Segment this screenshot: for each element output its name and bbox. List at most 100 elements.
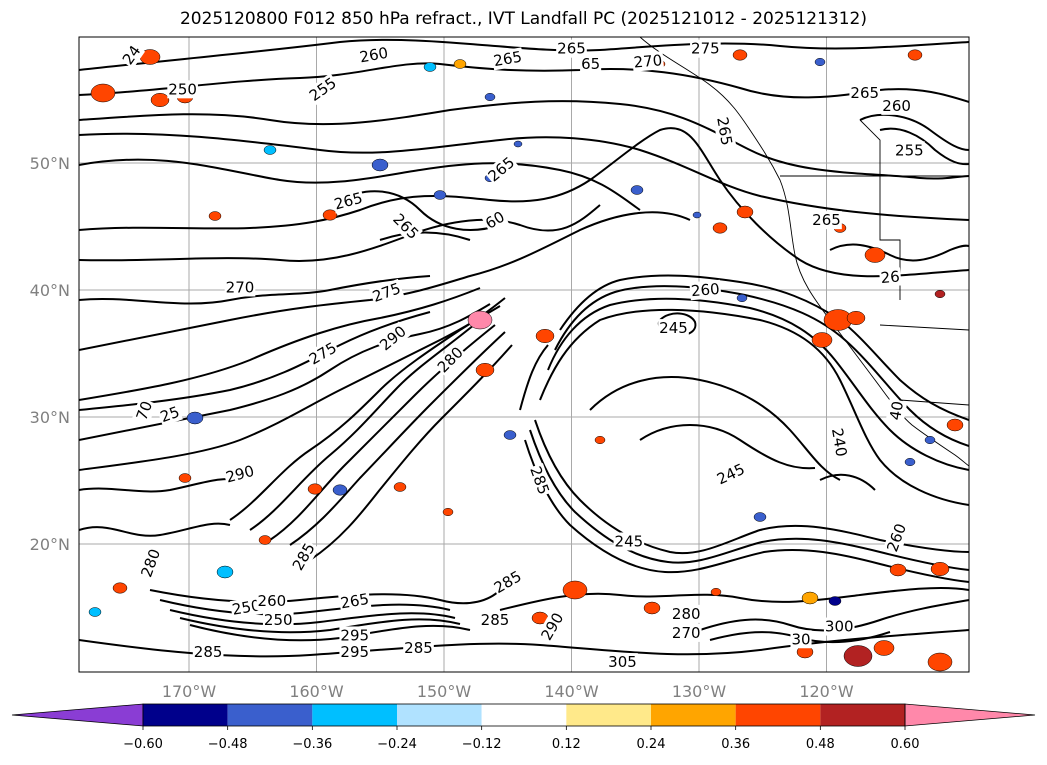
refractivity-blob xyxy=(475,363,495,377)
contour-line xyxy=(289,331,506,546)
gridlines xyxy=(79,37,969,672)
refractivity-blob xyxy=(801,591,819,605)
contour-line xyxy=(529,429,969,571)
contour-label: 305 xyxy=(608,653,637,671)
contour-label-bg xyxy=(885,398,908,423)
contour-label-bg xyxy=(403,639,434,658)
longitude-tick-label: 140°W xyxy=(544,682,599,701)
contour-label: 265 xyxy=(557,40,586,58)
colorbar: −0.60 −0.48 −0.36 −0.24 −0.12 0.12 0.24 0.36 0.4… xyxy=(11,703,1036,752)
refractivity-blob xyxy=(864,247,886,263)
colorbar-tick-label: −0.48 xyxy=(208,737,248,752)
refractivity-blob xyxy=(307,483,323,495)
contour-label: 40 xyxy=(886,400,907,422)
contour-label-bg xyxy=(556,39,587,58)
refractivity-blob xyxy=(846,311,866,325)
colorbar-tick-label: −0.60 xyxy=(123,737,163,752)
contour-label-bg xyxy=(479,611,511,630)
contour-label-bg xyxy=(690,39,721,58)
refractivity-blob xyxy=(503,430,517,440)
map-title: 2025120800 F012 850 hPa refract., IVT La… xyxy=(179,9,867,29)
contour-label-bg xyxy=(137,545,165,581)
contour-label-bg xyxy=(222,461,258,487)
contour-label-bg xyxy=(823,617,855,636)
latitude-tick-label: 30°N xyxy=(30,408,70,427)
contour-label: 300 xyxy=(825,618,854,636)
refractivity-blob xyxy=(178,473,192,483)
contour-label: 260 xyxy=(882,97,911,115)
latitude-tick-label: 20°N xyxy=(30,535,70,554)
refractivity-blob xyxy=(630,185,644,195)
contour-label: 265 xyxy=(713,116,736,147)
longitude-tick-label: 150°W xyxy=(417,682,472,701)
colorbar-segment xyxy=(227,704,313,726)
refractivity-blob xyxy=(736,294,748,302)
contour-label: 30 xyxy=(791,630,810,648)
refractivity-blob xyxy=(843,645,873,667)
contour-label: 255 xyxy=(895,141,924,159)
contour-line xyxy=(79,522,231,537)
contour-label: 275 xyxy=(691,40,720,58)
colorbar-tick-label: 0.36 xyxy=(721,737,750,752)
contour-label-bg xyxy=(481,207,509,234)
contour-label-bg xyxy=(305,338,341,369)
refractivity-blob xyxy=(332,484,348,496)
refractivity-blob xyxy=(927,652,953,672)
border xyxy=(899,399,969,406)
refractivity-blob xyxy=(433,190,447,200)
contour-label: 250 xyxy=(168,80,197,98)
border xyxy=(879,324,969,331)
contour-label-bg xyxy=(229,595,264,620)
colorbar-tick-label: 0.48 xyxy=(806,737,835,752)
colorbar-tick-label: −0.24 xyxy=(377,737,417,752)
refractivity-blob xyxy=(535,329,555,343)
contour-label: 250 xyxy=(264,611,293,629)
refractivity-blob xyxy=(562,580,588,600)
contour-line xyxy=(79,100,969,180)
contour-line xyxy=(559,274,969,421)
contour-line xyxy=(79,158,641,211)
colorbar-tick-label: 0.60 xyxy=(891,737,920,752)
contour-label-bg xyxy=(375,321,411,356)
contour-line xyxy=(309,344,513,561)
refractivity-blob xyxy=(873,640,895,656)
refractivity-blob xyxy=(453,59,467,69)
contour-label-bg xyxy=(607,653,638,672)
contour-label: 265 xyxy=(850,84,879,102)
refractivity-blob xyxy=(594,436,606,444)
refractivity-blob xyxy=(216,565,234,579)
colorbar-segment xyxy=(820,704,905,726)
refractivity-blob xyxy=(467,310,493,330)
contour-line xyxy=(339,190,501,231)
refractivity-blob xyxy=(88,607,102,617)
contour-label: 245 xyxy=(659,319,688,337)
contour-label-bg xyxy=(670,604,702,623)
contour-label: 270 xyxy=(226,278,255,296)
colorbar-segment xyxy=(312,704,397,726)
contour-label-bg xyxy=(338,589,372,613)
contour-label-bg xyxy=(262,611,294,630)
contour-label-bg xyxy=(256,592,288,611)
colorbar-segment xyxy=(143,704,228,726)
contour-line xyxy=(159,599,451,616)
contour-line xyxy=(79,211,691,351)
contour-label: 70 xyxy=(133,399,156,423)
contour-label: 285 xyxy=(404,639,433,657)
contour-line xyxy=(524,439,969,583)
contour-label-bg xyxy=(357,43,391,67)
contour-label: 270 xyxy=(633,51,663,71)
colorbar-segment xyxy=(481,704,567,726)
refractivity-blob xyxy=(112,582,128,594)
refractivity-blob xyxy=(712,222,728,234)
longitude-tick-label: 160°W xyxy=(289,682,344,701)
contour-label: 250 xyxy=(231,596,262,619)
colorbar-segment xyxy=(397,704,482,726)
latitude-tick-label: 40°N xyxy=(30,281,70,300)
colorbar-tick-label: −0.36 xyxy=(292,737,332,752)
contour-line xyxy=(79,477,241,493)
contour-label-bg xyxy=(713,459,749,489)
longitude-labels: 170°W 160°W 150°W 140°W 130°W 120°W xyxy=(162,682,854,701)
contour-line xyxy=(229,297,506,521)
contour-label: 280 xyxy=(672,605,701,623)
